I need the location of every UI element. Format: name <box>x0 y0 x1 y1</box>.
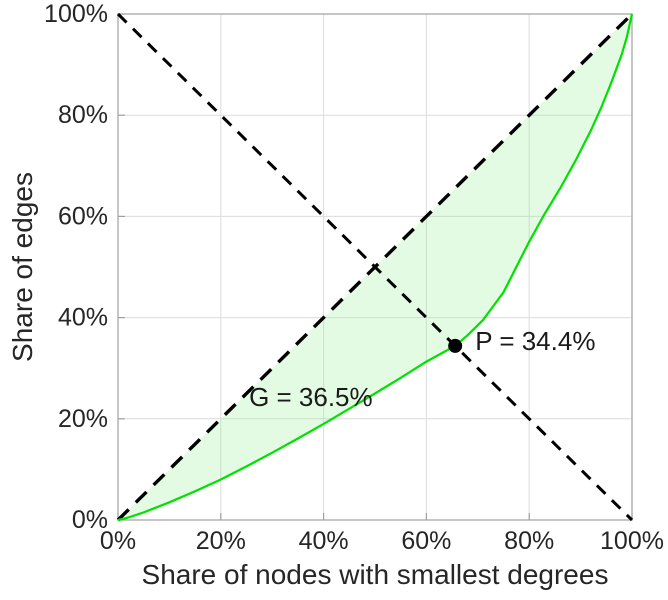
p-marker-dot <box>448 338 463 353</box>
x-tick-label: 0% <box>100 527 136 555</box>
gini-label: G = 36.5% <box>249 382 373 412</box>
anti-diagonal-line <box>116 12 634 522</box>
chart-layers: 0% 20% 40% 60% 80% 100% 0% 20% 40% 60% 80% 100% G = … <box>44 0 664 555</box>
plot-frame <box>117 13 633 521</box>
y-tick-label: 0% <box>72 506 108 534</box>
y-tick-label: 60% <box>58 202 108 230</box>
x-tick-label: 80% <box>504 527 554 555</box>
p-label: P = 34.4% <box>475 326 595 356</box>
x-tick-label: 20% <box>196 527 246 555</box>
y-tick-label: 80% <box>58 101 108 129</box>
x-tick-label: 40% <box>299 527 349 555</box>
x-tick-label: 60% <box>401 527 451 555</box>
y-tick-label: 20% <box>58 405 108 433</box>
x-axis-label: Share of nodes with smallest degrees <box>142 559 609 590</box>
x-tick-label: 100% <box>600 527 664 555</box>
y-tick-label: 100% <box>44 0 108 28</box>
y-tick-label: 40% <box>58 304 108 332</box>
y-axis-label: Share of edges <box>7 172 38 362</box>
